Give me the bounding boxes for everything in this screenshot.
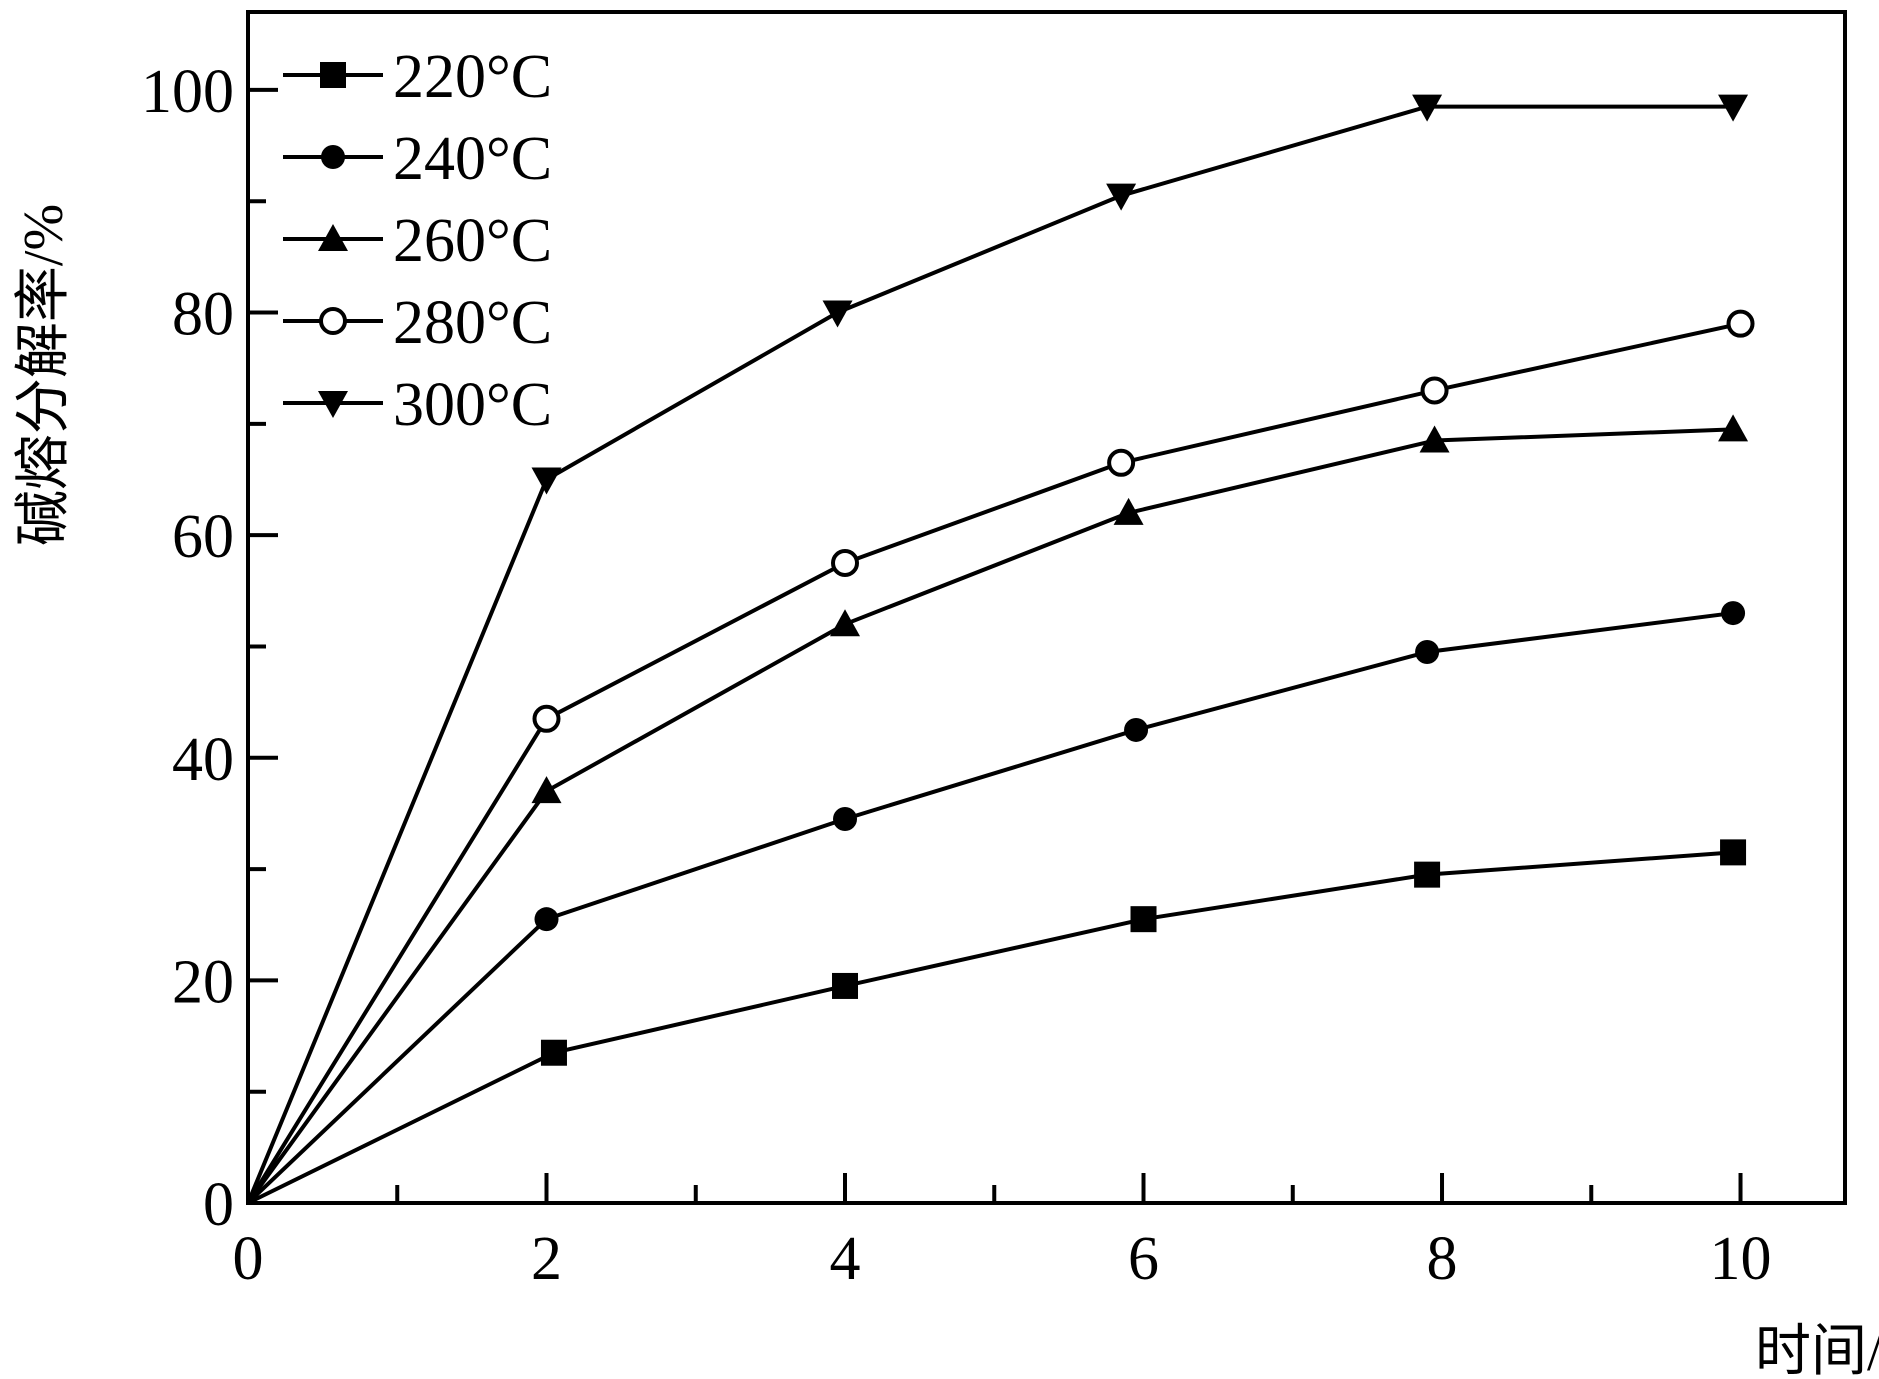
legend-label: 220°C [393,43,552,111]
y-tick-label: 80 [172,281,234,349]
legend-marker [318,224,348,251]
series-2 [246,414,1749,1205]
data-point [1720,839,1747,866]
x-tick-label: 2 [531,1225,562,1293]
y-axis-title: 碱熔分解率/% [13,204,75,546]
data-point [1718,94,1749,122]
x-axis-title: 时间/h [1755,1321,1879,1379]
data-point [1726,309,1755,338]
y-tick-label: 0 [203,1171,234,1239]
legend-marker [321,145,345,169]
data-point [531,467,562,495]
data-point [1107,448,1136,477]
x-tick-label: 8 [1427,1225,1458,1293]
series-line-3 [246,321,1741,1205]
data-point [1412,94,1443,122]
legend-item: 260°C [283,207,552,275]
legend-marker [319,307,347,335]
y-tick-label: 60 [172,503,234,571]
data-point [531,776,562,804]
legend-item: 240°C [283,125,552,193]
plot-area-frame [246,10,1847,1205]
data-point [1113,497,1144,525]
data-point [1420,376,1449,405]
data-point [1130,906,1157,933]
series-line-1 [246,611,1734,1205]
y-tick-label: 40 [172,726,234,794]
data-point [1124,717,1149,742]
legend-marker [320,62,346,88]
data-point [830,609,861,637]
data-point [532,704,561,733]
x-tick-label: 0 [233,1225,264,1293]
series-1 [246,601,1746,1205]
data-point [832,972,859,999]
legend: 220°C 240°C 260°C 280°C 300°C [283,43,552,439]
data-point [831,548,860,577]
legend-label: 300°C [393,371,552,439]
data-point [540,1039,567,1066]
data-point [1414,861,1441,888]
data-point [833,806,858,831]
data-point [1721,601,1746,626]
legend-label: 240°C [393,125,552,193]
data-point [534,907,559,932]
x-tick-label: 6 [1128,1225,1159,1293]
x-tick-label: 10 [1710,1225,1772,1293]
data-point [1415,640,1440,665]
legend-label: 280°C [393,289,552,357]
legend-item: 280°C [283,289,552,357]
series-line-0 [247,850,1734,1205]
x-tick-label: 4 [830,1225,861,1293]
data-point [1106,183,1137,211]
data-point [1419,425,1450,453]
legend-marker [318,391,348,418]
legend-label: 260°C [393,207,552,275]
series-line-2 [246,427,1734,1205]
data-point [1718,414,1749,442]
y-tick-label: 20 [172,948,234,1016]
y-tick-label: 100 [141,58,234,126]
legend-item: 220°C [283,43,552,111]
series-line-4 [246,104,1734,1204]
series-3 [246,309,1755,1205]
data-point [822,300,853,328]
series-4 [246,94,1749,1204]
legend-item: 300°C [283,371,552,439]
series-0 [247,839,1747,1205]
